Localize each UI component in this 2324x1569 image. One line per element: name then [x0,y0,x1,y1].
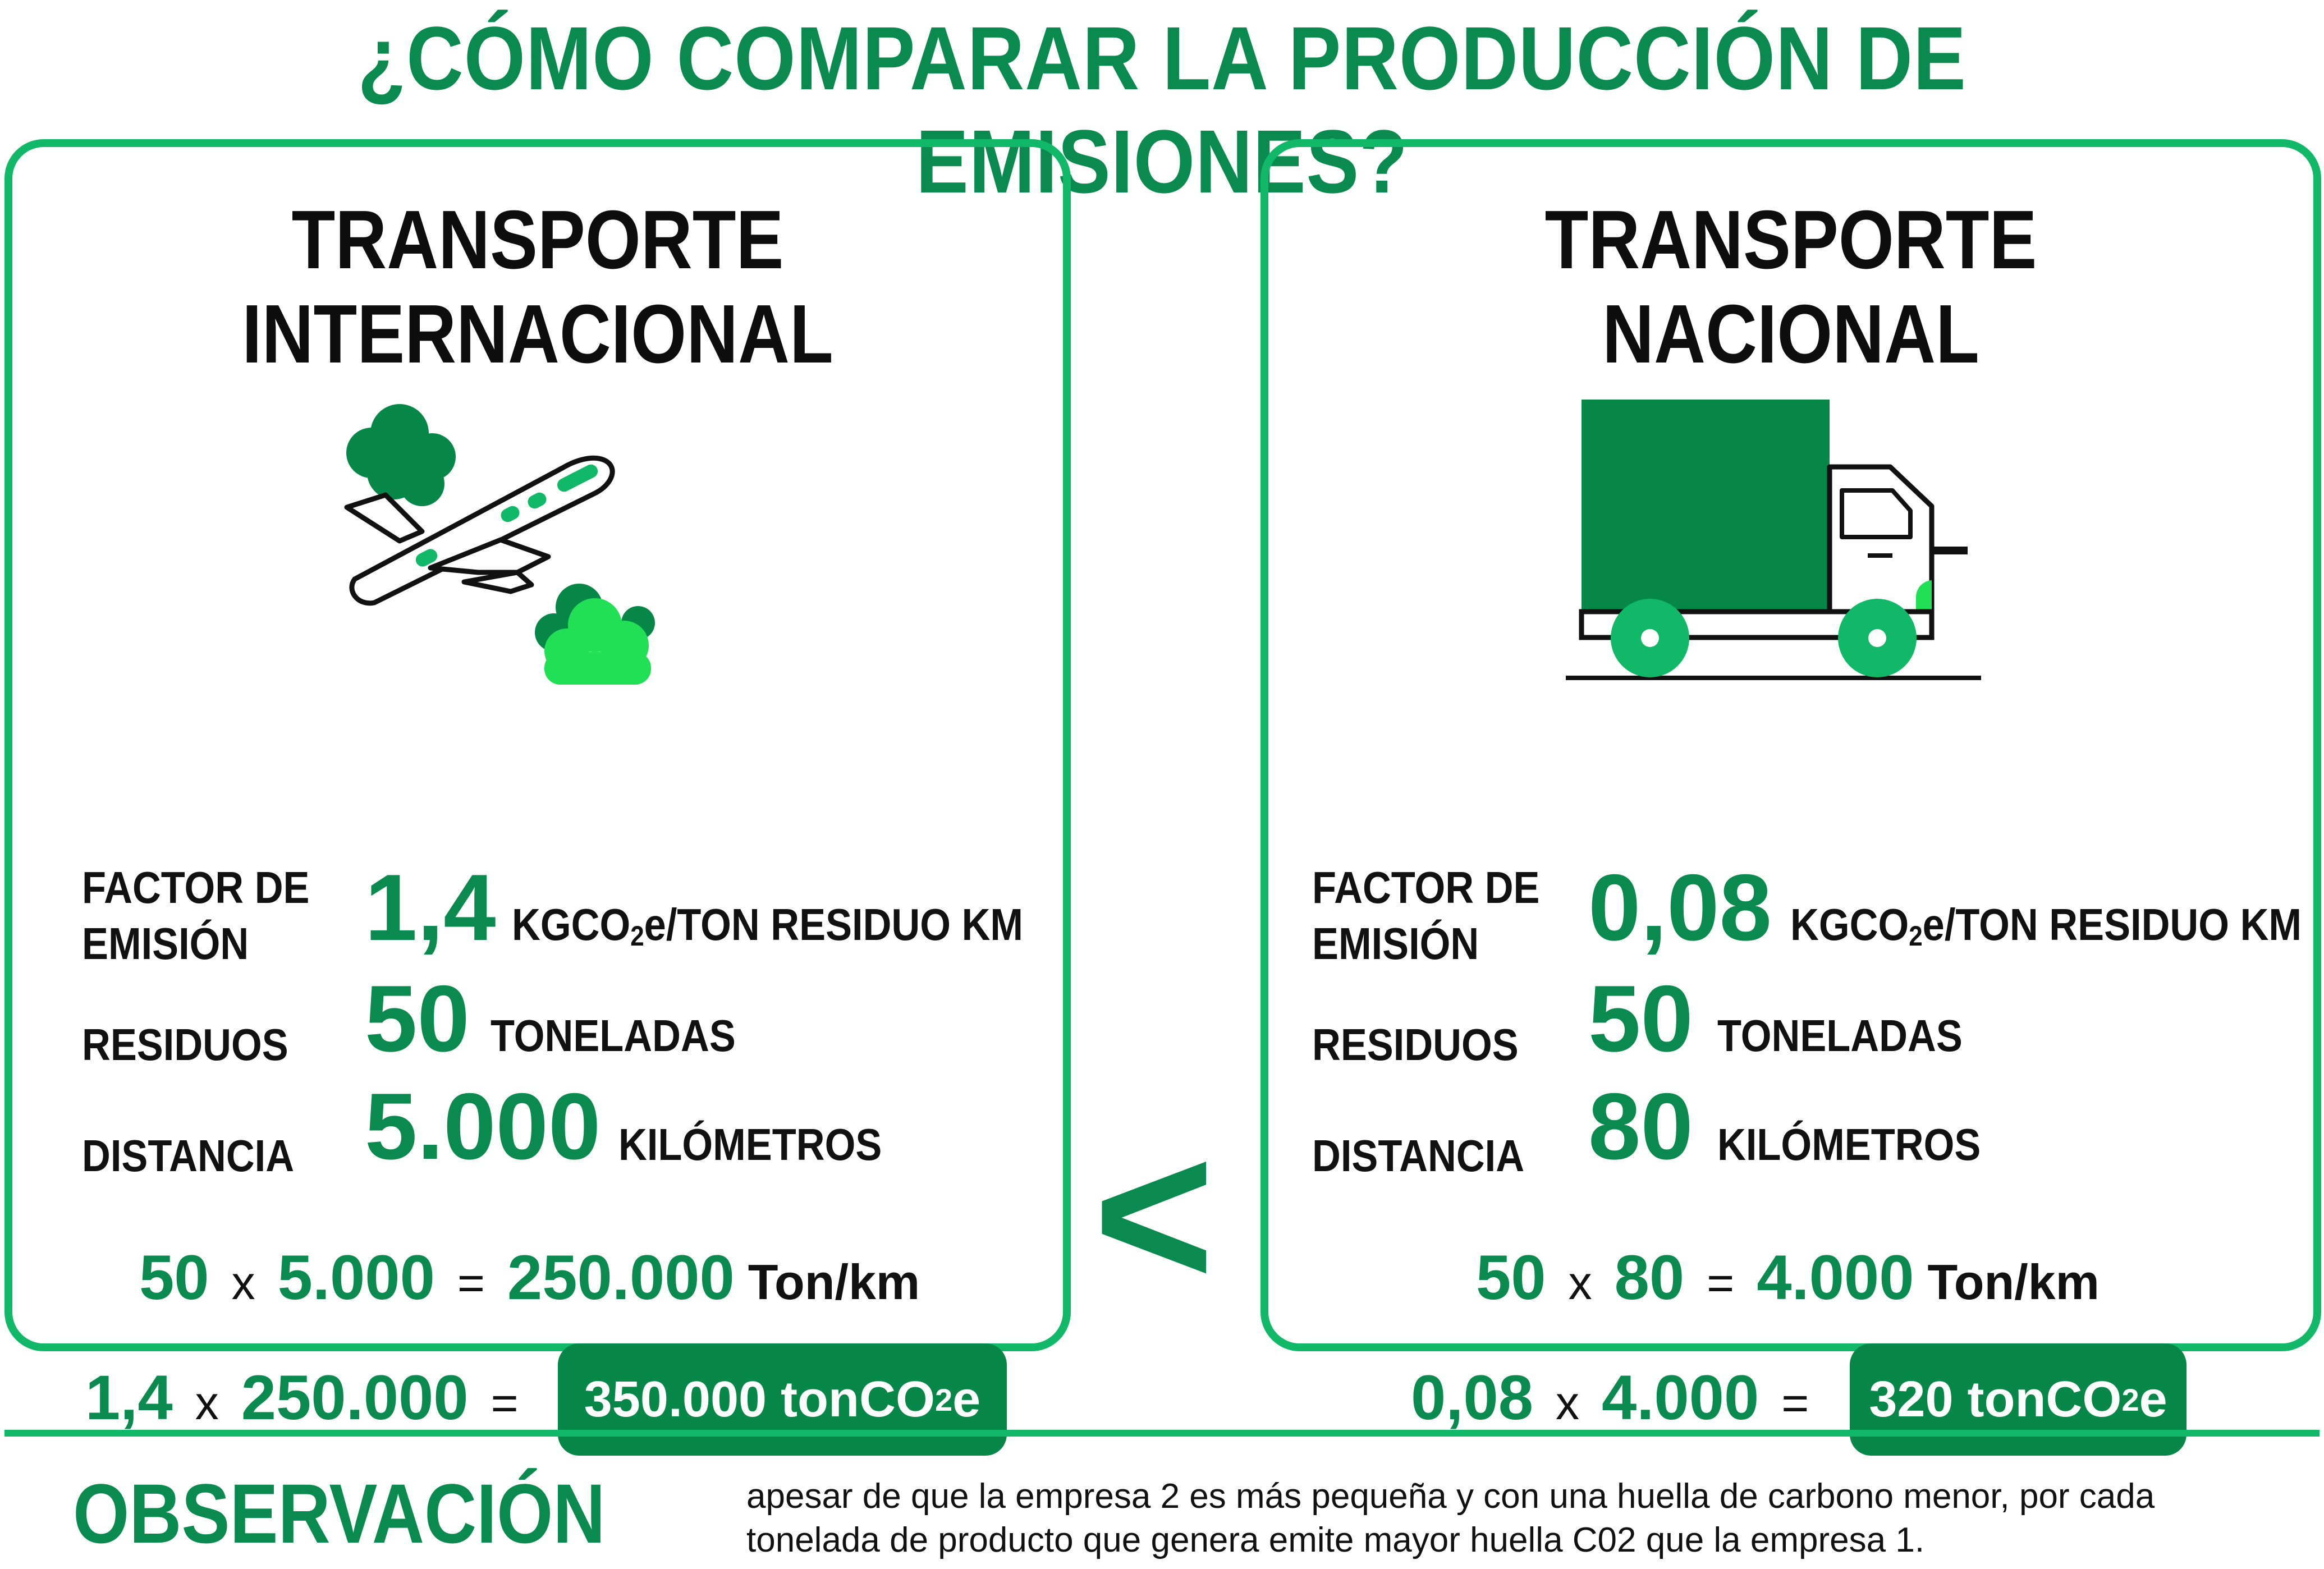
residuos-unit: TONELADAS [1717,1011,1963,1061]
distancia-unit: KILÓMETROS [618,1120,882,1169]
calculation-row-2: 0,08 x 4.000 = [1411,1362,1809,1433]
factor-unit: KGCO2e/TON RESIDUO KM [1790,900,2302,952]
residuos-label: RESIDUOS [82,1020,288,1070]
calculation-row-1: 50 x 80 = 4.000 Ton/km [1476,1242,2100,1313]
distancia-label: DISTANCIA [82,1131,295,1181]
truck-icon [1566,400,1981,680]
panel-title-line1: TRANSPORTE [1544,194,2037,286]
panel-title-line1: TRANSPORTE [291,194,784,286]
panel-title-international: TRANSPORTE INTERNACIONAL [86,193,989,382]
panel-international-transport: TRANSPORTE INTERNACIONAL [4,139,1071,1456]
observation-text: apesar de que la empresa 2 es más pequeñ… [746,1477,2155,1559]
factor-value: 1,4 [365,855,496,960]
residuos-value: 50 [365,966,470,1071]
factor-value: 0,08 [1588,855,1772,960]
result-badge-national: 320 tonCO 2 e [1850,1343,2187,1456]
distancia-value: 80 [1588,1073,1693,1179]
less-than-symbol: < [1093,1099,1215,1331]
smoke-cloud-dark-icon [346,404,456,506]
calculation-row-1: 50 x 5.000 = 250.000 Ton/km [139,1242,920,1313]
truck-wheels-icon [1611,599,1917,677]
distancia-unit: KILÓMETROS [1717,1120,1981,1169]
observation-title: OBSERVACIÓN [73,1466,606,1561]
residuos-value: 50 [1588,966,1693,1071]
panel-title-line2: INTERNACIONAL [242,288,833,380]
section-divider [4,1430,2320,1437]
airplane-icon [344,404,655,685]
distancia-value: 5.000 [365,1073,601,1179]
factor-unit: KGCO2e/TON RESIDUO KM [512,900,1024,952]
factor-label: FACTOR DE EMISIÓN [82,863,310,969]
result-badge-international: 350.000 tonCO 2 e [558,1343,1007,1456]
distancia-label: DISTANCIA [1312,1131,1525,1181]
page-title: ¿CÓMO COMPARAR LA PRODUCCIÓN DE EMISIONE… [357,8,1967,212]
panel-title-line2: NACIONAL [1602,288,1979,380]
airplane-windows-icon [415,464,598,567]
panel-national-transport: TRANSPORTE NACIONAL FACTOR DE EMISIÓN 0,… [1260,139,2321,1456]
residuos-label: RESIDUOS [1312,1020,1519,1070]
factor-label: FACTOR DE EMISIÓN [1312,863,1540,969]
residuos-unit: TONELADAS [491,1011,736,1061]
panel-title-national: TRANSPORTE NACIONAL [1341,193,2240,382]
truck-body-icon [1566,400,1981,680]
smoke-cloud-light-icon [544,598,651,685]
calculation-row-2: 1,4 x 250.000 = [85,1362,519,1433]
airplane-body-icon [344,455,615,606]
